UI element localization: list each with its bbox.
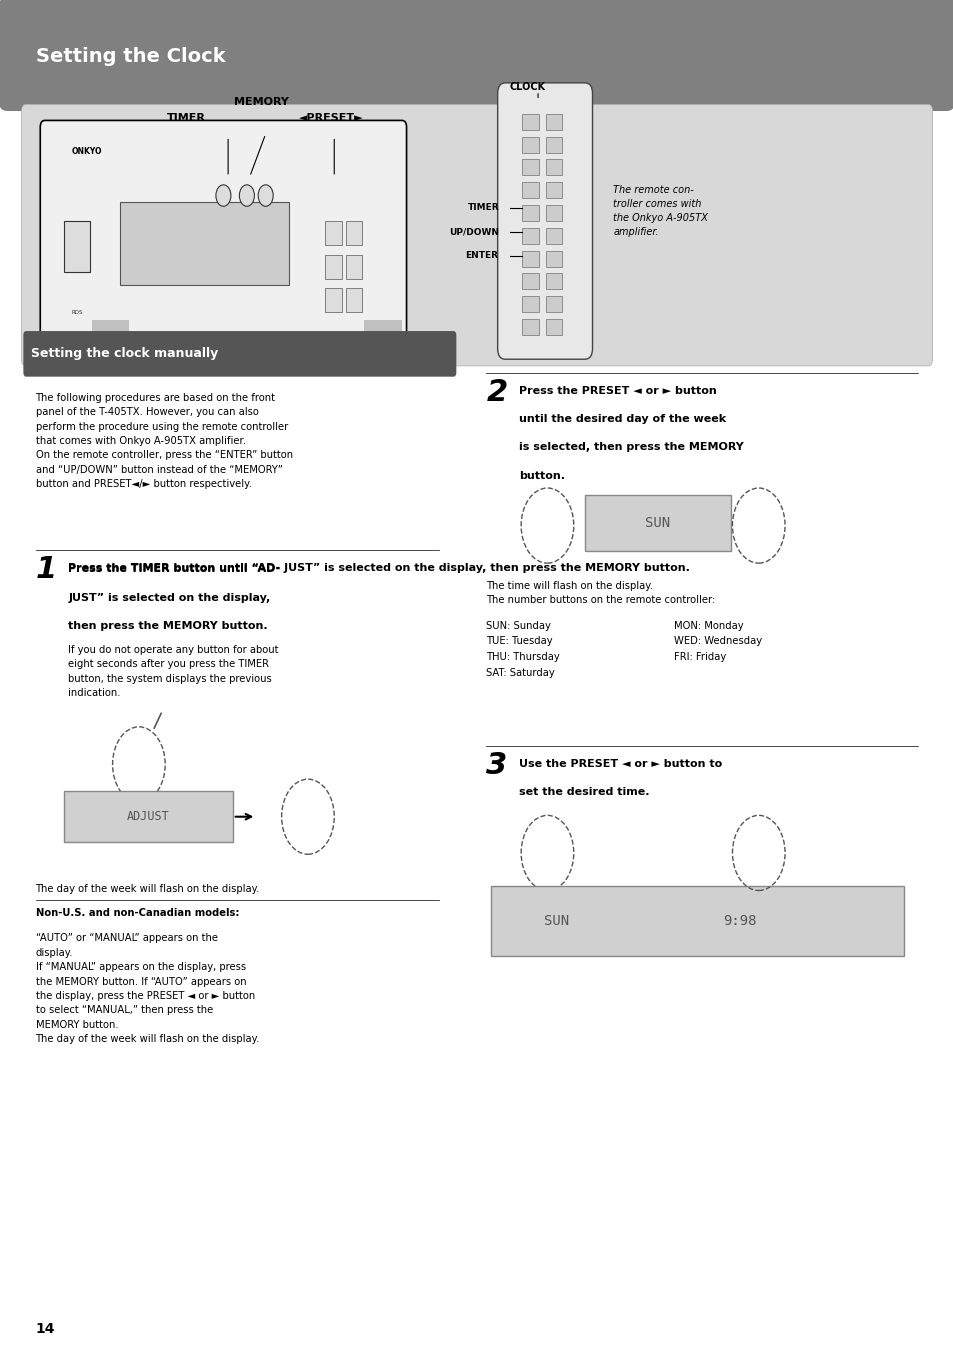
FancyBboxPatch shape bbox=[22, 104, 931, 366]
Bar bbox=[521, 296, 538, 312]
Text: The following procedures are based on the front
panel of the T-405TX. However, y: The following procedures are based on th… bbox=[35, 393, 293, 489]
Bar bbox=[545, 137, 562, 153]
Text: RDS: RDS bbox=[71, 310, 83, 315]
Text: “AUTO” or “MANUAL” appears on the
display.
If “MANUAL” appears on the display, p: “AUTO” or “MANUAL” appears on the displa… bbox=[35, 933, 259, 1044]
Bar bbox=[521, 160, 538, 176]
Text: Setting the Clock: Setting the Clock bbox=[35, 46, 225, 65]
Circle shape bbox=[258, 185, 273, 207]
Text: The day of the week will flash on the display.: The day of the week will flash on the di… bbox=[35, 884, 259, 894]
Text: The time will flash on the display.
The number buttons on the remote controller:: The time will flash on the display. The … bbox=[486, 580, 715, 604]
Text: then press the MEMORY button.: then press the MEMORY button. bbox=[69, 621, 268, 631]
Text: ◄PRESET►: ◄PRESET► bbox=[299, 112, 363, 123]
Bar bbox=[64, 791, 233, 842]
Text: MEMORY: MEMORY bbox=[233, 96, 288, 107]
Bar bbox=[345, 288, 362, 312]
Text: Press the PRESET ◄ or ► button: Press the PRESET ◄ or ► button bbox=[518, 387, 717, 396]
Text: The remote con-
troller comes with
the Onkyo A-905TX
amplifier.: The remote con- troller comes with the O… bbox=[613, 185, 707, 237]
Bar bbox=[521, 227, 538, 243]
Bar bbox=[545, 250, 562, 266]
Bar bbox=[545, 206, 562, 220]
Text: Setting the clock manually: Setting the clock manually bbox=[30, 347, 218, 361]
Text: 2: 2 bbox=[486, 379, 507, 407]
Text: MON: Monday
WED: Wednesday
FRI: Friday: MON: Monday WED: Wednesday FRI: Friday bbox=[674, 621, 761, 662]
Bar bbox=[521, 319, 538, 335]
Text: SUN: Sunday
TUE: Tuesday
THU: Thursday
SAT: Saturday: SUN: Sunday TUE: Tuesday THU: Thursday S… bbox=[486, 621, 559, 677]
Bar bbox=[521, 114, 538, 130]
Text: 3: 3 bbox=[486, 750, 507, 780]
Text: is selected, then press the MEMORY: is selected, then press the MEMORY bbox=[518, 442, 743, 453]
Bar bbox=[120, 203, 289, 285]
Text: until the desired day of the week: until the desired day of the week bbox=[518, 414, 725, 425]
Text: Use the PRESET ◄ or ► button to: Use the PRESET ◄ or ► button to bbox=[518, 758, 721, 769]
Text: set the desired time.: set the desired time. bbox=[518, 787, 649, 798]
Bar bbox=[325, 220, 341, 245]
Text: button.: button. bbox=[518, 470, 565, 480]
Bar bbox=[545, 114, 562, 130]
Text: CLOCK: CLOCK bbox=[509, 82, 545, 92]
Bar bbox=[545, 296, 562, 312]
Bar bbox=[521, 273, 538, 289]
Text: 1: 1 bbox=[35, 556, 57, 584]
Text: 9:98: 9:98 bbox=[722, 914, 756, 929]
Bar bbox=[491, 887, 903, 956]
Bar bbox=[584, 495, 730, 552]
Text: ADJUST: ADJUST bbox=[127, 810, 170, 823]
Text: 14: 14 bbox=[35, 1322, 55, 1336]
Text: JUST” is selected on the display,: JUST” is selected on the display, bbox=[69, 592, 271, 603]
Text: Non-U.S. and non-Canadian models:: Non-U.S. and non-Canadian models: bbox=[35, 909, 239, 918]
Text: SUN: SUN bbox=[544, 914, 569, 929]
Bar bbox=[325, 254, 341, 279]
Bar bbox=[345, 254, 362, 279]
FancyBboxPatch shape bbox=[497, 82, 592, 360]
FancyBboxPatch shape bbox=[23, 331, 456, 377]
Bar bbox=[345, 220, 362, 245]
Text: ENTER: ENTER bbox=[464, 251, 497, 261]
Bar bbox=[545, 227, 562, 243]
Bar bbox=[521, 183, 538, 199]
Text: SUN: SUN bbox=[644, 516, 669, 530]
FancyBboxPatch shape bbox=[40, 120, 406, 342]
Bar bbox=[364, 320, 401, 337]
Text: TIMER: TIMER bbox=[467, 203, 498, 212]
Bar bbox=[91, 320, 130, 337]
Text: If you do not operate any button for about
eight seconds after you press the TIM: If you do not operate any button for abo… bbox=[69, 645, 278, 698]
FancyBboxPatch shape bbox=[0, 0, 953, 111]
Bar bbox=[521, 137, 538, 153]
Bar bbox=[64, 220, 90, 272]
Bar bbox=[545, 183, 562, 199]
Bar bbox=[325, 288, 341, 312]
Bar bbox=[545, 160, 562, 176]
Bar bbox=[521, 206, 538, 220]
Text: UP/DOWN: UP/DOWN bbox=[448, 227, 498, 237]
Text: Press the TIMER button until “AD- JUST” is selected on the display, then press t: Press the TIMER button until “AD- JUST” … bbox=[69, 564, 690, 573]
Circle shape bbox=[215, 185, 231, 207]
Bar bbox=[545, 319, 562, 335]
Circle shape bbox=[239, 185, 254, 207]
Bar bbox=[521, 250, 538, 266]
Bar bbox=[545, 273, 562, 289]
Text: TIMER: TIMER bbox=[166, 112, 205, 123]
Text: ONKYO: ONKYO bbox=[71, 147, 102, 155]
Text: Press the TIMER button until “AD-: Press the TIMER button until “AD- bbox=[69, 565, 280, 575]
